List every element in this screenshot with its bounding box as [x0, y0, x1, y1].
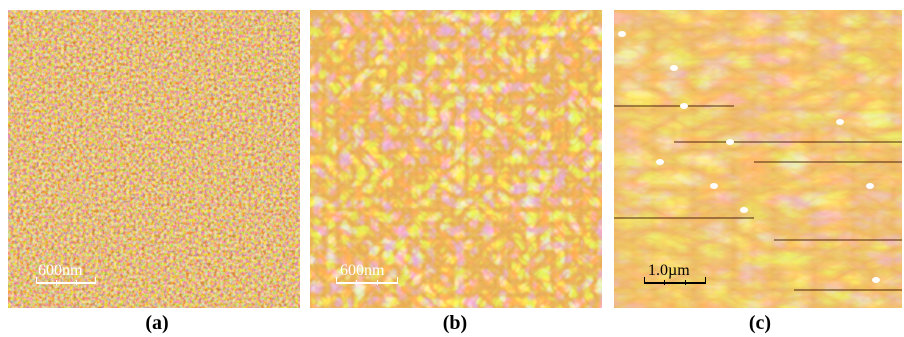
bright-particle: [866, 183, 874, 189]
caption-c: (c): [748, 312, 772, 334]
afm-image-b: 600nm: [310, 10, 602, 308]
scale-tick: [705, 277, 706, 283]
caption-a: (a): [145, 312, 169, 334]
scale-tick: [664, 280, 665, 285]
scale-tick: [336, 277, 337, 283]
bright-particle: [680, 103, 688, 109]
scale-tick: [76, 280, 77, 285]
afm-texture-a: [8, 10, 300, 308]
scale-label-a: 600nm: [38, 262, 83, 279]
scale-label-c: 1.0µm: [648, 262, 690, 279]
scale-tick: [377, 280, 378, 285]
scale-line-c: [644, 282, 706, 284]
scale-line-a: [36, 282, 96, 284]
scale-tick: [56, 280, 57, 285]
scale-line-b: [336, 282, 398, 284]
scale-tick: [95, 277, 96, 283]
afm-texture-b: [310, 10, 602, 308]
scale-label-b: 600nm: [340, 262, 385, 279]
caption-b: (b): [442, 312, 468, 334]
bright-particle: [740, 207, 748, 213]
bright-particle: [656, 159, 664, 165]
scale-bar-c: 1.0µm: [644, 260, 724, 300]
bright-particle: [618, 31, 626, 37]
afm-texture-c: [614, 10, 902, 308]
bright-particle: [670, 65, 678, 71]
scale-tick: [685, 280, 686, 285]
bright-particle: [836, 119, 844, 125]
scale-bar-b: 600nm: [336, 260, 406, 300]
afm-image-c: 1.0µm: [614, 10, 902, 308]
scale-tick: [644, 277, 645, 283]
bright-particle: [872, 277, 880, 283]
bright-particle: [710, 183, 718, 189]
bright-particle: [726, 139, 734, 145]
scale-tick: [356, 280, 357, 285]
afm-image-a: 600nm: [8, 10, 300, 308]
scale-tick: [397, 277, 398, 283]
scale-tick: [36, 277, 37, 283]
scan-line-artifacts: [614, 105, 902, 291]
scale-bar-a: 600nm: [36, 260, 106, 300]
bright-particles: [618, 31, 880, 283]
